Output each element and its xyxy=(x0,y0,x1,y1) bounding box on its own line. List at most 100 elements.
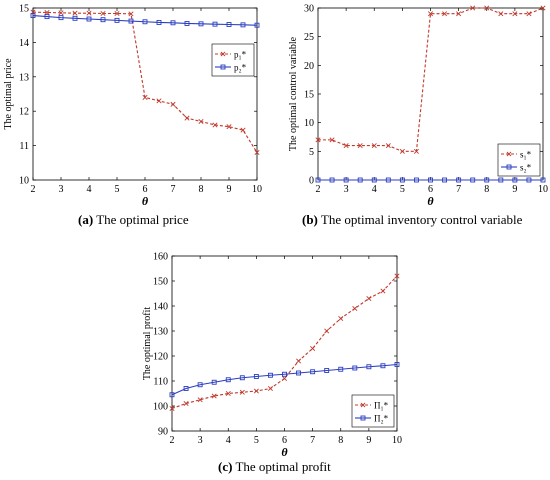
x-tick-label: 3 xyxy=(198,435,203,446)
data-point-square-marker xyxy=(142,19,148,25)
data-point-square-marker xyxy=(512,177,518,183)
y-tick-label: 15 xyxy=(304,90,314,101)
series-line-2 xyxy=(32,15,258,26)
data-point-square-marker xyxy=(253,374,259,379)
data-point-x-marker xyxy=(240,127,246,133)
data-point-square-marker xyxy=(296,370,302,376)
x-tick-label: 6 xyxy=(428,184,433,195)
y-tick-label: 160 xyxy=(153,252,168,263)
x-tick-label: 7 xyxy=(310,435,315,446)
data-point-x-marker xyxy=(225,390,231,397)
legend-label: Π₁* xyxy=(374,401,389,411)
data-point-square-marker xyxy=(212,21,218,27)
y-tick-label: 0 xyxy=(309,176,314,187)
data-point-square-marker xyxy=(114,17,120,23)
x-tick-label: 10 xyxy=(252,184,262,195)
data-point-x-marker xyxy=(470,5,476,11)
y-tick-label: 20 xyxy=(304,61,314,72)
plot-frame xyxy=(32,7,258,181)
x-axis-label: θ xyxy=(427,194,434,208)
data-point-x-marker xyxy=(329,137,335,143)
caption-b-label: (b) xyxy=(302,212,318,227)
x-tick-label: 8 xyxy=(484,184,489,195)
x-tick-label: 3 xyxy=(344,184,349,195)
data-point-x-marker xyxy=(399,148,405,154)
legend-label: s₂* xyxy=(520,163,532,173)
data-point-x-marker xyxy=(498,11,504,17)
chart-b: 2 3 4 5 6 7 8 9 10 0 5 10 15 20 25 30 θ The optimal contr… xyxy=(288,4,548,209)
data-point-square-marker xyxy=(484,177,490,183)
y-tick-label: 100 xyxy=(153,402,168,413)
caption-b-text: The optimal inventory control variable xyxy=(320,212,523,227)
x-tick-label: 8 xyxy=(199,184,204,195)
data-point-x-marker xyxy=(427,11,434,17)
y-tick-label: 10 xyxy=(304,118,314,129)
data-point-x-marker xyxy=(540,5,546,11)
x-axis-label: θ xyxy=(142,194,149,208)
caption-b: (b) The optimal inventory control variab… xyxy=(302,212,522,228)
x-tick-label: 2 xyxy=(316,184,321,195)
caption-c-label: (c) xyxy=(218,459,233,474)
legend: s₁* s₂* xyxy=(497,143,541,177)
data-point-square-marker xyxy=(254,22,260,28)
y-axis-label: The optimal price xyxy=(3,58,14,130)
data-point-x-marker xyxy=(484,5,490,11)
caption-c-text: The optimal profit xyxy=(235,459,331,474)
data-point-square-marker xyxy=(240,22,246,28)
data-point-square-marker xyxy=(352,365,358,371)
y-tick-label: 90 xyxy=(158,427,168,438)
legend-marker xyxy=(506,164,512,170)
legend-box xyxy=(497,143,541,177)
x-tick-label: 9 xyxy=(366,435,371,446)
data-point-square-marker xyxy=(184,21,190,26)
x-tick-label: 9 xyxy=(512,184,517,195)
data-point-x-marker xyxy=(169,405,175,412)
data-point-square-marker xyxy=(226,22,232,27)
data-point-square-marker xyxy=(540,177,546,183)
data-point-square-marker xyxy=(183,386,189,391)
data-point-x-marker xyxy=(413,148,419,154)
data-point-square-marker xyxy=(338,366,344,372)
x-tick-label: 2 xyxy=(31,184,36,195)
data-point-x-marker xyxy=(212,122,218,128)
y-tick-label: 15 xyxy=(19,4,29,15)
data-point-square-marker xyxy=(282,371,287,377)
data-point-square-marker xyxy=(170,20,176,26)
x-axis-label: θ xyxy=(281,445,288,459)
data-point-square-marker xyxy=(470,177,476,183)
data-point-x-marker xyxy=(198,119,204,125)
data-point-x-marker xyxy=(385,143,391,149)
data-point-square-marker xyxy=(357,177,363,183)
data-point-x-marker xyxy=(315,137,321,143)
legend-label: Π₂* xyxy=(374,414,389,424)
data-point-square-marker xyxy=(30,13,36,19)
x-tick-label: 4 xyxy=(87,184,92,195)
data-point-x-marker xyxy=(254,149,260,155)
chart-a: 2 3 4 5 6 7 8 9 10 10 11 12 13 14 15 θ The optimal price… xyxy=(3,4,262,209)
y-axis-label: The optimal control variable xyxy=(288,36,299,151)
x-tick-label: 6 xyxy=(282,435,287,446)
legend: Π₁* Π₂* xyxy=(351,394,395,428)
data-point-x-marker xyxy=(184,115,190,121)
data-point-square-marker xyxy=(315,177,321,183)
x-tick-label: 5 xyxy=(400,184,405,195)
data-point-x-marker xyxy=(343,143,349,149)
data-point-square-marker xyxy=(58,15,64,21)
data-point-square-marker xyxy=(394,362,400,367)
series-line-1 xyxy=(318,7,544,152)
data-point-x-marker xyxy=(512,11,518,17)
data-point-square-marker xyxy=(456,177,462,183)
data-point-x-marker xyxy=(371,143,377,149)
data-point-x-marker xyxy=(197,397,203,403)
data-point-square-marker xyxy=(329,177,335,183)
y-tick-label: 150 xyxy=(153,277,168,288)
data-point-x-marker xyxy=(338,315,344,322)
data-point-square-marker xyxy=(197,382,203,388)
data-point-x-marker xyxy=(366,295,372,302)
data-point-x-marker xyxy=(142,94,148,100)
data-point-x-marker xyxy=(352,305,358,312)
caption-c: (c) The optimal profit xyxy=(218,459,331,475)
x-tick-label: 5 xyxy=(115,184,120,195)
y-axis-label: The optimal profit xyxy=(142,307,153,381)
